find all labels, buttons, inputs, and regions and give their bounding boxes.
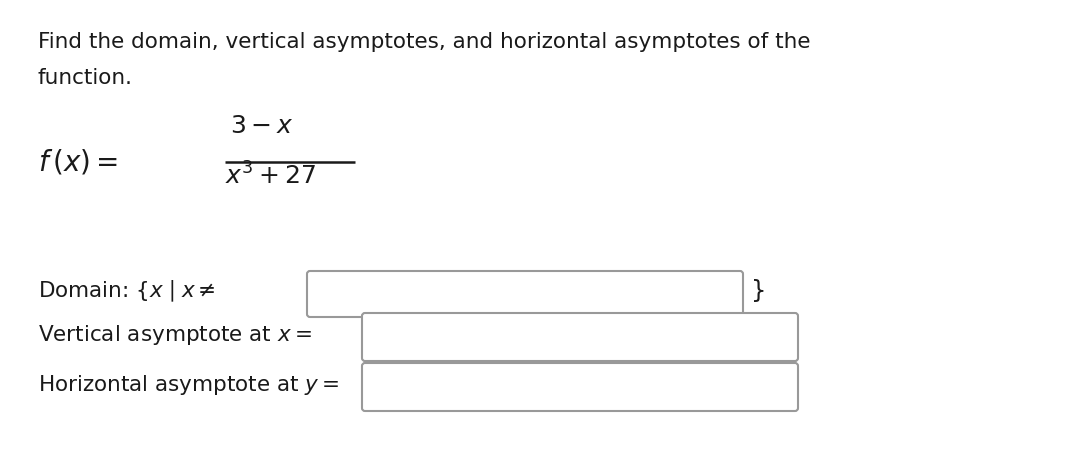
Text: $3-x$: $3-x$	[230, 114, 293, 138]
FancyBboxPatch shape	[362, 313, 798, 361]
Text: function.: function.	[38, 68, 133, 88]
Text: Find the domain, vertical asymptotes, and horizontal asymptotes of the: Find the domain, vertical asymptotes, an…	[38, 32, 811, 52]
FancyBboxPatch shape	[307, 271, 743, 317]
Text: Domain: $\{x \mid x \neq$: Domain: $\{x \mid x \neq$	[38, 278, 216, 304]
FancyBboxPatch shape	[362, 363, 798, 411]
Text: $\}$: $\}$	[750, 277, 765, 305]
Text: Horizontal asymptote at $y =$: Horizontal asymptote at $y =$	[38, 373, 339, 397]
Text: $f\,(x) =$: $f\,(x) =$	[38, 148, 118, 176]
Text: Vertical asymptote at $x =$: Vertical asymptote at $x =$	[38, 323, 312, 347]
Text: $x^3+27$: $x^3+27$	[225, 162, 315, 189]
